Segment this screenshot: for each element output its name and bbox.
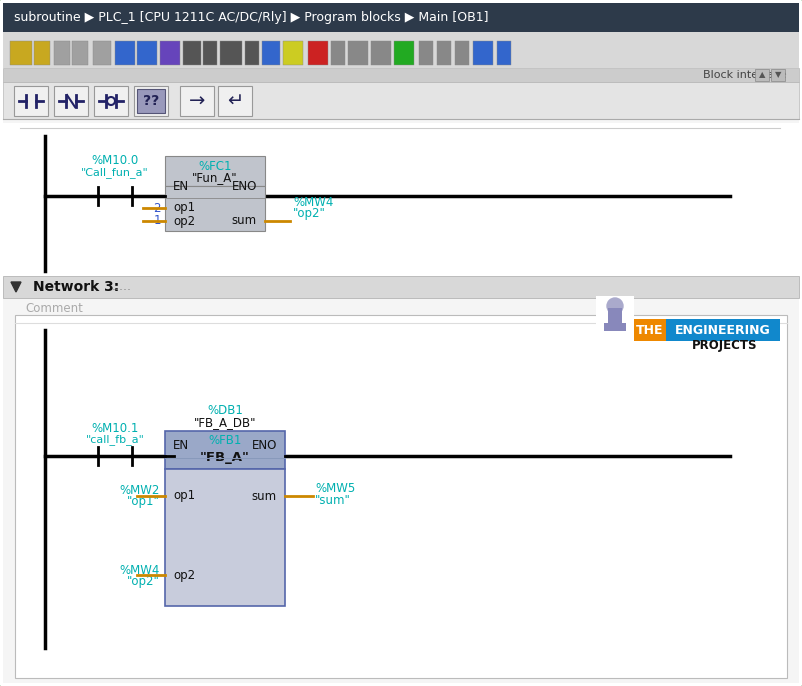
Bar: [54, 41, 70, 65]
Bar: [134, 86, 168, 116]
Text: %M10.0: %M10.0: [91, 154, 139, 167]
Bar: [93, 41, 111, 65]
Bar: [137, 89, 165, 113]
Bar: [473, 41, 493, 65]
Bar: [183, 41, 201, 65]
Text: "Call_fun_a": "Call_fun_a": [81, 167, 149, 178]
Bar: [371, 41, 391, 65]
Bar: [3, 276, 799, 298]
Bar: [3, 119, 799, 683]
Bar: [308, 41, 328, 65]
Bar: [596, 296, 634, 342]
Bar: [94, 86, 128, 116]
Text: "op1": "op1": [128, 495, 160, 508]
Bar: [160, 41, 180, 65]
Text: "sum": "sum": [315, 495, 351, 508]
Bar: [115, 41, 135, 65]
Bar: [10, 41, 32, 65]
Text: .....: .....: [112, 281, 132, 294]
Bar: [3, 32, 799, 68]
Bar: [137, 41, 157, 65]
Bar: [203, 41, 217, 65]
Bar: [165, 431, 285, 469]
Bar: [54, 86, 88, 116]
Bar: [771, 69, 785, 81]
Text: EN: EN: [173, 439, 189, 452]
Text: →: →: [188, 91, 205, 110]
Bar: [72, 41, 88, 65]
Text: op1: op1: [173, 490, 195, 503]
Text: ENGINEERING: ENGINEERING: [675, 324, 771, 337]
Circle shape: [607, 298, 623, 314]
Bar: [455, 41, 469, 65]
Bar: [666, 319, 780, 341]
Text: "Fun_A": "Fun_A": [192, 172, 238, 185]
Text: ENO: ENO: [252, 439, 277, 452]
Bar: [3, 3, 799, 32]
Text: "op2": "op2": [128, 574, 160, 587]
Text: THE: THE: [636, 324, 664, 337]
Bar: [394, 41, 414, 65]
Text: %FB1: %FB1: [209, 434, 241, 447]
Bar: [180, 86, 214, 116]
Text: op1: op1: [173, 202, 195, 215]
Text: Block interface: Block interface: [703, 70, 787, 80]
Bar: [15, 315, 787, 678]
Text: Comment: Comment: [25, 302, 83, 314]
Bar: [331, 41, 345, 65]
Text: %MW4: %MW4: [293, 196, 334, 209]
Bar: [604, 323, 626, 331]
Bar: [165, 156, 265, 186]
Text: "call_fb_a": "call_fb_a": [86, 434, 144, 445]
Bar: [3, 123, 799, 296]
Bar: [14, 86, 48, 116]
Text: op2: op2: [173, 215, 195, 228]
Text: "FB_A": "FB_A": [200, 451, 250, 464]
Text: %M10.1: %M10.1: [91, 421, 139, 434]
Bar: [3, 82, 799, 119]
Bar: [34, 41, 50, 65]
Bar: [634, 319, 666, 341]
Text: ??: ??: [143, 94, 159, 108]
Text: PROJECTS: PROJECTS: [691, 340, 757, 353]
Bar: [262, 41, 280, 65]
Bar: [165, 186, 265, 231]
Bar: [283, 41, 303, 65]
Text: ↵: ↵: [227, 91, 243, 110]
Bar: [755, 69, 769, 81]
Text: %DB1: %DB1: [207, 405, 243, 418]
Bar: [218, 86, 252, 116]
Polygon shape: [11, 282, 21, 292]
Text: sum: sum: [232, 215, 257, 228]
Text: ENO: ENO: [232, 180, 257, 193]
Bar: [437, 41, 451, 65]
Text: %FC1: %FC1: [198, 160, 232, 172]
Text: # technopreneur: # technopreneur: [674, 320, 752, 329]
Bar: [608, 308, 622, 326]
Text: %MW5: %MW5: [315, 482, 355, 495]
Bar: [220, 41, 242, 65]
Bar: [497, 41, 511, 65]
Bar: [419, 41, 433, 65]
Text: "FB_A_DB": "FB_A_DB": [194, 416, 257, 429]
Text: sum: sum: [252, 490, 277, 503]
Text: ▼: ▼: [775, 71, 781, 80]
Bar: [245, 41, 259, 65]
Text: "op2": "op2": [293, 207, 326, 220]
Text: %MW2: %MW2: [119, 484, 160, 497]
Text: op2: op2: [173, 569, 195, 582]
Text: %MW4: %MW4: [119, 563, 160, 576]
Bar: [3, 68, 799, 82]
Text: EN: EN: [173, 180, 189, 193]
Text: 1: 1: [153, 215, 161, 228]
Text: 2: 2: [153, 202, 161, 215]
Bar: [348, 41, 368, 65]
Bar: [165, 469, 285, 606]
Text: ▲: ▲: [759, 71, 765, 80]
Text: subroutine ▶ PLC_1 [CPU 1211C AC/DC/Rly] ▶ Program blocks ▶ Main [OB1]: subroutine ▶ PLC_1 [CPU 1211C AC/DC/Rly]…: [14, 12, 488, 25]
Text: Network 3:: Network 3:: [33, 280, 119, 294]
